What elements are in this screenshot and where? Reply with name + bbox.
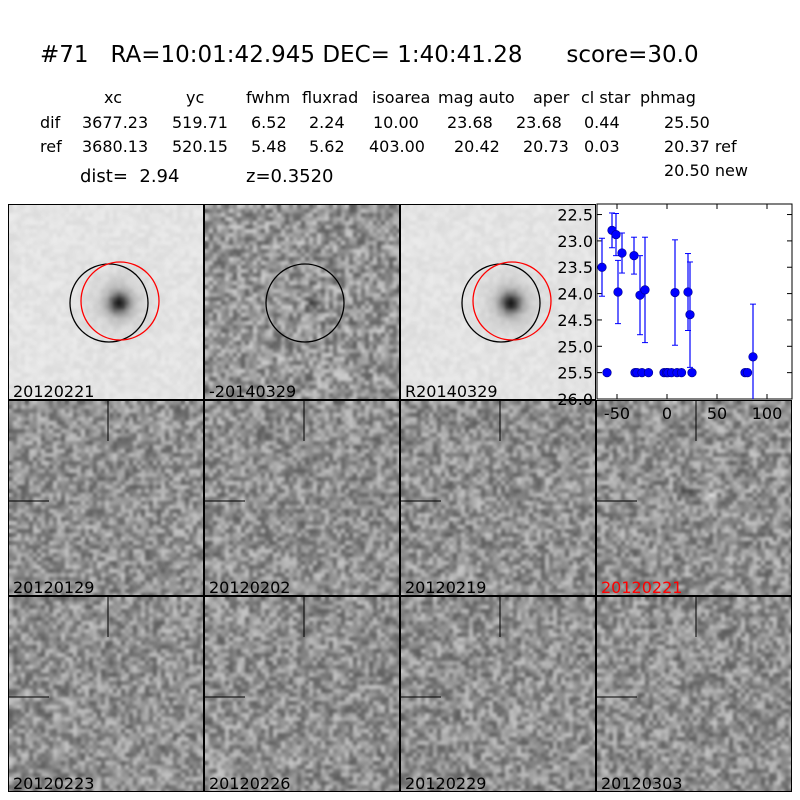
column-header: yc [186,88,205,107]
dif-cell: 2.24 [309,113,345,132]
column-header: aper [533,88,570,107]
ref-cell: 403.00 [369,137,425,156]
dif-cell: 519.71 [172,113,228,132]
cutout-image [401,597,595,791]
data-point [685,310,695,320]
data-point [613,287,623,297]
cutout-image [401,401,595,595]
data-point [640,285,650,295]
column-header: xc [104,88,122,107]
cutout-panel: 20120226 [204,596,400,792]
panel-date-label: 20120221 [601,578,683,596]
panel-date-label: 20120223 [13,774,95,792]
dif-cell: 23.68 [516,113,562,132]
plot-area [596,203,793,400]
ref-cell: 0.03 [584,137,620,156]
panel-date-label: 20120303 [601,774,683,792]
cutout-panel: 20120129 [8,400,204,596]
cutout-image [9,401,203,595]
cutout-panel: R20140329 [400,204,596,400]
column-header: cl star [581,88,631,107]
y-tick-label: 24.5 [557,311,593,330]
cutout-panel: 20120221 [8,204,204,400]
cutout-image [205,597,399,791]
column-header: phmag [640,88,696,107]
data-point [670,287,680,298]
panel-date-label: 20120221 [13,382,95,400]
row-label-ref: ref [40,137,62,156]
dif-cell: 25.50 [664,113,710,132]
data-point [683,287,693,297]
dif-cell: 0.44 [584,113,620,132]
redshift-value: z=0.3520 [246,166,334,187]
dif-cell: 10.00 [373,113,419,132]
page-title: #71 RA=10:01:42.945 DEC= 1:40:41.28 scor… [40,42,699,68]
y-tick-label: 22.5 [557,206,593,225]
cutout-image [9,205,203,399]
x-tick-label: 0 [662,404,672,423]
ref-cell: 3680.13 [82,137,149,156]
data-point [617,248,627,258]
y-tick-label: 23.5 [557,258,593,277]
cutout-panel: -20140329 [204,204,400,400]
x-tick-label: -50 [604,404,630,423]
panel-date-label: R20140329 [405,382,498,400]
cutout-image [9,597,203,791]
dist-value: dist= 2.94 [80,166,180,187]
cutout-image [597,597,791,791]
reference-circle [80,261,160,341]
new-phmag: 20.50 new [664,161,748,180]
light-curve-chart: 22.5 23.0 23.5 24.0 24.5 25.0 25.5 26.0 -50 0 50 10… [557,203,793,423]
data-point [597,262,607,272]
limit-point [643,368,654,378]
y-tick-label: 25.0 [557,337,593,356]
limit-point [676,368,687,378]
cutout-panel: 20120219 [400,400,596,596]
cutout-image [205,205,399,399]
limit-point [602,368,612,378]
reference-circle [472,261,552,341]
panel-date-label: 20120229 [405,774,487,792]
data-point [611,229,621,240]
y-tick-label: 23.0 [557,232,593,251]
cutout-panel: 20120221 [596,400,792,596]
column-header: fluxrad [302,88,359,107]
y-tick-label: 24.0 [557,285,593,304]
panel-date-label: 20120226 [209,774,291,792]
dif-cell: 3677.23 [82,113,149,132]
cutout-image [401,205,595,399]
ref-cell: 520.15 [172,137,228,156]
cutout-panel: 20120202 [204,400,400,596]
column-header: fwhm [246,88,291,107]
limit-point [742,368,753,378]
ref-cell: 5.62 [309,137,345,156]
panel-date-label: 20120129 [13,578,95,596]
cutout-panel: 20120303 [596,596,792,792]
dif-cell: 6.52 [251,113,287,132]
cutout-panel: 20120229 [400,596,596,792]
y-tick-label: 26.0 [557,390,593,409]
source-circle [265,263,345,343]
x-tick-label: 50 [707,404,727,423]
row-label-dif: dif [40,113,61,132]
cutout-image [205,401,399,595]
dif-cell: 23.68 [447,113,493,132]
column-header: mag auto [438,88,515,107]
ref-cell: 20.42 [454,137,500,156]
cutout-panel: 20120223 [8,596,204,792]
ref-cell: 20.37 ref [664,137,737,156]
limit-point [687,368,697,378]
cutout-image [597,401,791,595]
column-header: isoarea [372,88,431,107]
x-tick-label: 100 [752,404,783,423]
ref-cell: 5.48 [251,137,287,156]
y-tick-label: 25.5 [557,364,593,383]
ref-cell: 20.73 [523,137,569,156]
panel-date-label: 20120219 [405,578,487,596]
panel-date-label: -20140329 [209,382,297,400]
panel-date-label: 20120202 [209,578,291,596]
data-point [748,352,758,362]
